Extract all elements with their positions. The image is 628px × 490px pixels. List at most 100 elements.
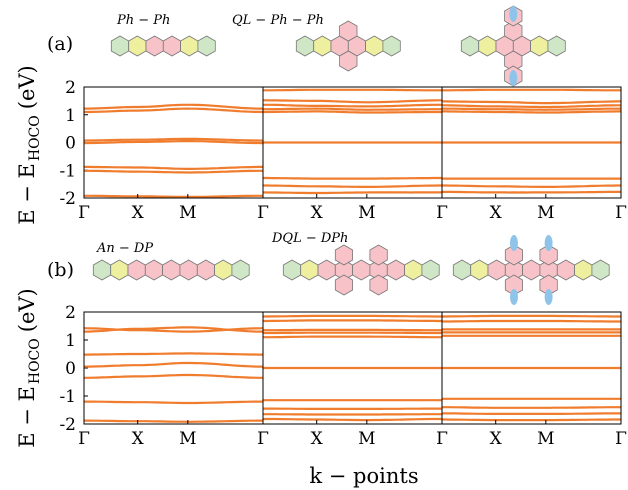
band-line [442, 412, 621, 415]
x-tick-label: M [179, 203, 196, 223]
band-line [84, 107, 264, 114]
subplot-frame [441, 311, 622, 425]
molecule-ring [231, 259, 250, 281]
molecule-ring [574, 259, 593, 281]
band-line [442, 319, 621, 323]
y-tick-label: 1 [65, 106, 76, 126]
band-line [263, 110, 442, 114]
molecule-label-b1: An − DP [96, 241, 153, 256]
y-tick-label: 2 [65, 303, 76, 323]
molecule-ring [145, 35, 164, 57]
x-tick-label: X [132, 203, 145, 223]
blue-group [509, 235, 518, 251]
svg-text:E − EHOCO(eV): E − EHOCO(eV) [15, 288, 43, 447]
band-line [263, 99, 442, 104]
y-axis-label-a: E − EHOCO(eV) [15, 65, 43, 224]
molecule-ring [339, 50, 358, 72]
molecule-ring [369, 274, 388, 296]
molecule-ring [504, 244, 523, 266]
band-line [441, 107, 622, 111]
x-tick-label: M [537, 429, 554, 449]
y-tick-label: -2 [59, 415, 76, 435]
x-tick-label: Γ [257, 429, 269, 449]
molecule-ring [452, 259, 472, 281]
blue-group [509, 6, 518, 22]
x-tick-label: X [311, 429, 324, 449]
x-tick-label: M [358, 203, 375, 223]
molecule-label-b2: DQL − DPh [271, 231, 348, 246]
x-tick-label: Γ [436, 429, 448, 449]
svg-text:E − EHOCO(eV): E − EHOCO(eV) [15, 65, 43, 224]
molecule-label-a1: Ph − Ph [116, 13, 170, 28]
x-tick-label: X [490, 203, 503, 223]
molecule-ring [530, 35, 549, 57]
x-tick-label: Γ [78, 203, 90, 223]
molecule-ring [334, 274, 354, 296]
molecule-ring [196, 259, 216, 281]
band-line [263, 314, 442, 318]
y-tick-label: -1 [59, 161, 76, 181]
molecule-ring [317, 259, 336, 281]
x-tick-label: Γ [436, 203, 448, 223]
y-tick-label: 0 [65, 134, 76, 154]
blue-group [509, 70, 518, 86]
band-line [263, 184, 442, 188]
molecule-ring [504, 20, 523, 42]
molecule-ring [460, 35, 480, 57]
blue-group [544, 289, 553, 305]
band-line [262, 191, 442, 195]
x-tick-label: X [490, 429, 503, 449]
molecule-ring [556, 259, 575, 281]
molecule-ring [421, 259, 440, 281]
molecule-ring [478, 35, 497, 57]
y-tick-label: 0 [65, 359, 76, 379]
molecule-ring [591, 259, 610, 281]
molecule-ring [110, 35, 130, 57]
band-line [263, 417, 442, 422]
molecule-ring [295, 35, 315, 57]
molecule-structures [92, 5, 610, 305]
y-axis-label-b: E − EHOCO(eV) [15, 288, 43, 447]
band-line [84, 194, 263, 198]
band-line [84, 103, 263, 110]
band-line [442, 418, 621, 422]
y-tick-label: -2 [59, 189, 76, 209]
x-tick-label: M [537, 203, 554, 223]
x-tick-label: X [132, 429, 145, 449]
band-line [442, 184, 621, 188]
x-axis-label: k − points [309, 464, 418, 488]
blue-group [544, 235, 553, 251]
band-line [84, 361, 263, 368]
y-tick-label: 2 [65, 78, 76, 98]
band-line [83, 137, 264, 142]
molecule-ring [522, 259, 541, 281]
band-line [84, 169, 263, 174]
molecule-ring [92, 259, 112, 281]
molecule-ring [334, 244, 354, 266]
molecule-ring [162, 259, 181, 281]
molecule-ring [369, 244, 388, 266]
x-tick-label: M [358, 429, 375, 449]
band-line [442, 314, 621, 318]
x-tick-label: X [311, 203, 324, 223]
x-tick-label: Γ [615, 429, 627, 449]
x-tick-label: Γ [615, 203, 627, 223]
band-line [263, 88, 442, 92]
band-line [442, 100, 621, 105]
molecule-ring [313, 35, 332, 57]
molecule-ring [539, 244, 558, 266]
molecule-ring [180, 35, 199, 57]
molecule-ring [386, 259, 406, 281]
band-line [84, 165, 263, 170]
band-line [84, 373, 263, 379]
x-tick-label: M [179, 429, 196, 449]
molecule-ring [282, 259, 302, 281]
blue-group [509, 289, 518, 305]
band-line [263, 176, 442, 180]
y-tick-label: 1 [65, 331, 76, 351]
panel-label-a: (a) [47, 33, 73, 55]
band-line [263, 103, 442, 108]
molecule-ring [179, 259, 198, 281]
